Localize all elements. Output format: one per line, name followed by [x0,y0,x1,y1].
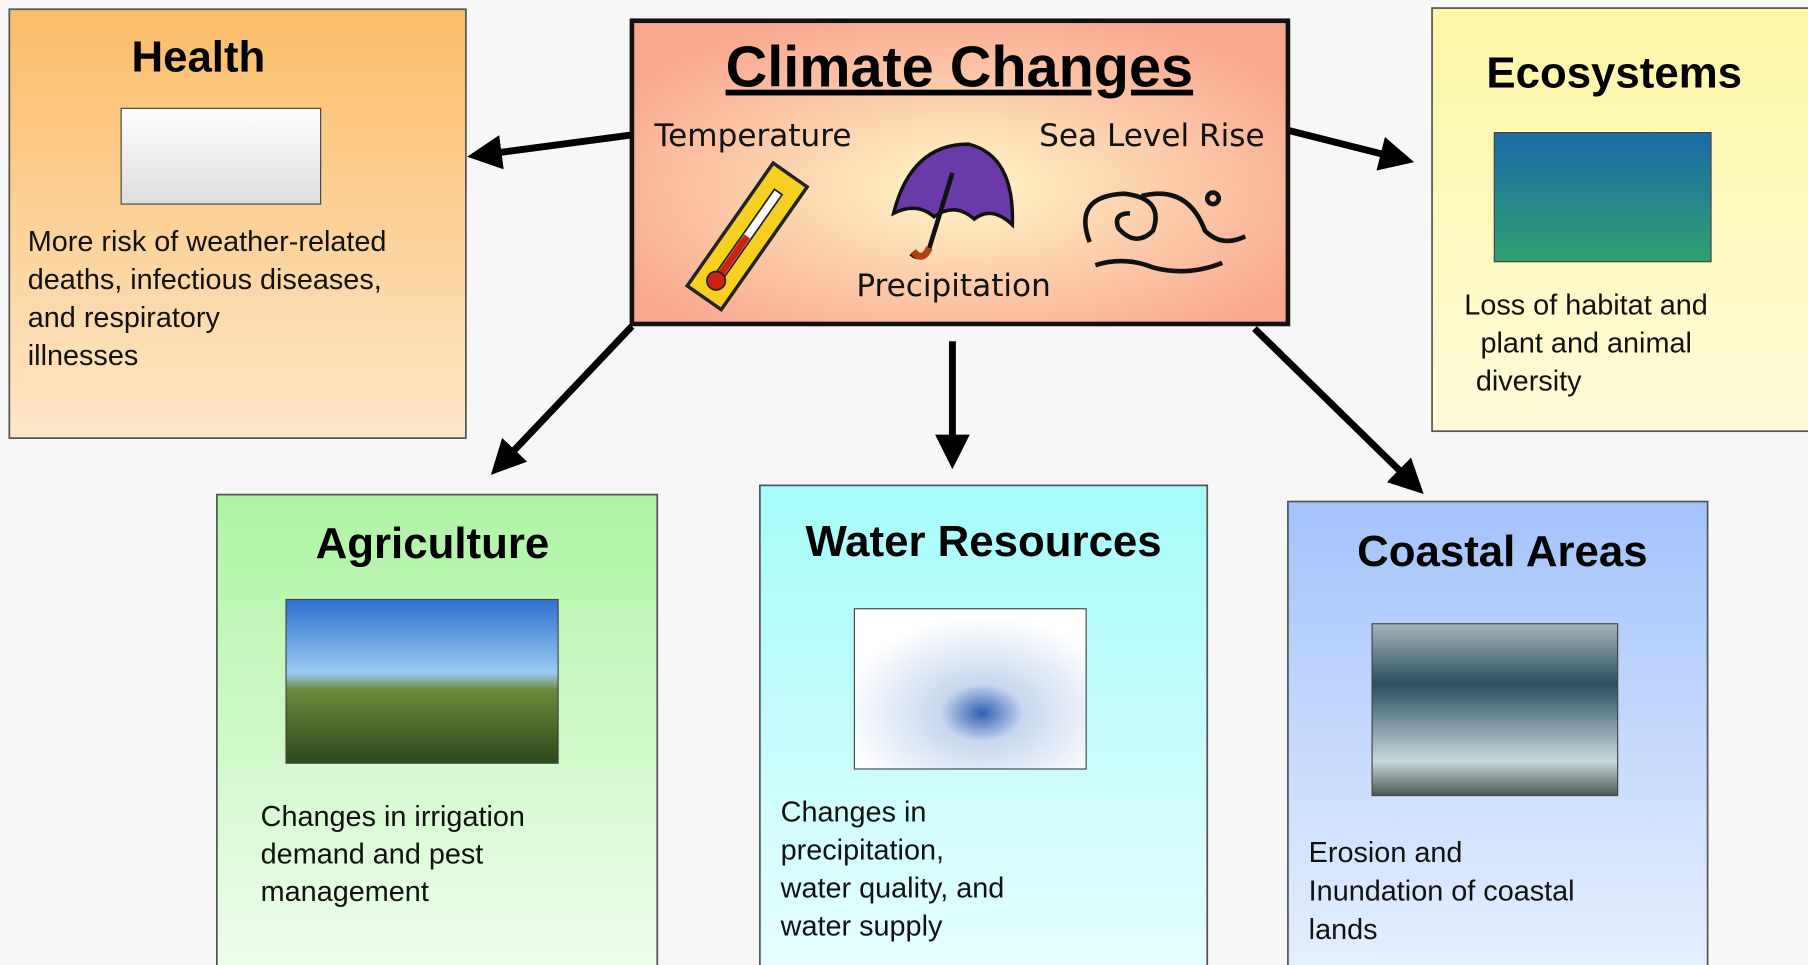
center-box: Climate Changes Temperature Precipitatio… [632,21,1288,324]
arrow [503,326,632,462]
node-image [1372,624,1618,796]
node-description: water supply [780,911,943,943]
node-title: Water Resources [805,517,1161,566]
node-description: Changes in [781,797,927,829]
node-description: lands [1309,914,1378,946]
node-title: Health [131,33,265,82]
node-title: Ecosystems [1486,49,1742,98]
node-description: Changes in irrigation [261,801,525,833]
node-description: management [261,876,429,908]
node-image [286,600,558,764]
node-title: Coastal Areas [1357,527,1648,576]
node-description: illnesses [28,340,139,372]
node-description: deaths, infectious diseases, [28,264,382,296]
arrow [1254,329,1411,482]
node-description: water quality, and [780,873,1005,905]
node: Health More risk of weather-related deaths… [9,9,466,438]
node-description: Loss of habitat and [1464,289,1707,321]
arrow [1288,130,1398,158]
node-description: plant and animal [1480,327,1691,359]
node-description: Erosion and [1309,837,1463,869]
center-label: Precipitation [856,268,1050,304]
node: Ecosystems Loss of habitat and plant and a… [1432,8,1808,431]
node: Coastal Areas Erosion and Inundation of co… [1288,502,1708,965]
node-title: Agriculture [316,519,550,568]
center-label: Temperature [653,118,851,154]
node-description: demand and pest [261,839,484,871]
node-image [1494,133,1711,262]
node: Water Resources Changes in precipitation, w… [760,485,1207,965]
node-description: More risk of weather-related [28,226,387,258]
center-label: Sea Level Rise [1039,118,1264,154]
node: Agriculture Changes in irrigation demand a… [217,495,657,965]
node-description: and respiratory [28,302,221,334]
node-image [854,609,1086,769]
page: {"center": {"title": "Climate Changes", … [0,0,1808,965]
arrow [484,135,632,155]
center-title: Climate Changes [726,36,1194,100]
node-description: diversity [1476,365,1582,397]
node-description: Inundation of coastal [1309,876,1575,908]
node-description: precipitation, [781,835,944,867]
node-image [121,108,320,204]
diagram: Climate Changes Temperature Precipitatio… [0,0,1808,965]
